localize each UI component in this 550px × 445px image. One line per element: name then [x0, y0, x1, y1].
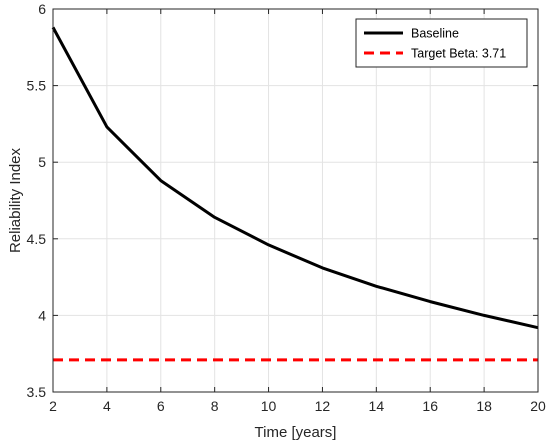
y-tick-label: 6	[38, 1, 46, 17]
x-tick-label: 16	[422, 398, 438, 414]
x-tick-label: 8	[211, 398, 219, 414]
y-tick-label: 4	[38, 307, 46, 323]
y-tick-label: 4.5	[27, 231, 47, 247]
x-tick-label: 4	[103, 398, 111, 414]
x-tick-label: 10	[261, 398, 277, 414]
y-tick-label: 3.5	[27, 384, 47, 400]
x-tick-label: 14	[369, 398, 385, 414]
x-tick-label: 20	[530, 398, 546, 414]
y-axis-label: Reliability Index	[7, 147, 24, 253]
plot-area-frame	[52, 8, 539, 393]
legend-label: Target Beta: 3.71	[411, 47, 506, 61]
x-axis-label: Time [years]	[255, 424, 337, 441]
x-tick-label: 2	[49, 398, 57, 414]
y-tick-label: 5.5	[27, 78, 47, 94]
x-tick-label: 12	[315, 398, 331, 414]
legend-label: Baseline	[411, 27, 459, 41]
series-line-baseline	[51, 26, 539, 330]
legend-box	[355, 18, 528, 68]
x-tick-label: 6	[157, 398, 165, 414]
legend: Baseline Target Beta: 3.71	[355, 18, 528, 68]
axis-ticks: 2 4 6 8 10 12 14 16 18 20 3.5 4 4.5 5 5.5 6	[27, 1, 546, 414]
series-lines	[51, 26, 539, 362]
y-tick-label: 5	[38, 154, 46, 170]
x-tick-label: 18	[476, 398, 492, 414]
